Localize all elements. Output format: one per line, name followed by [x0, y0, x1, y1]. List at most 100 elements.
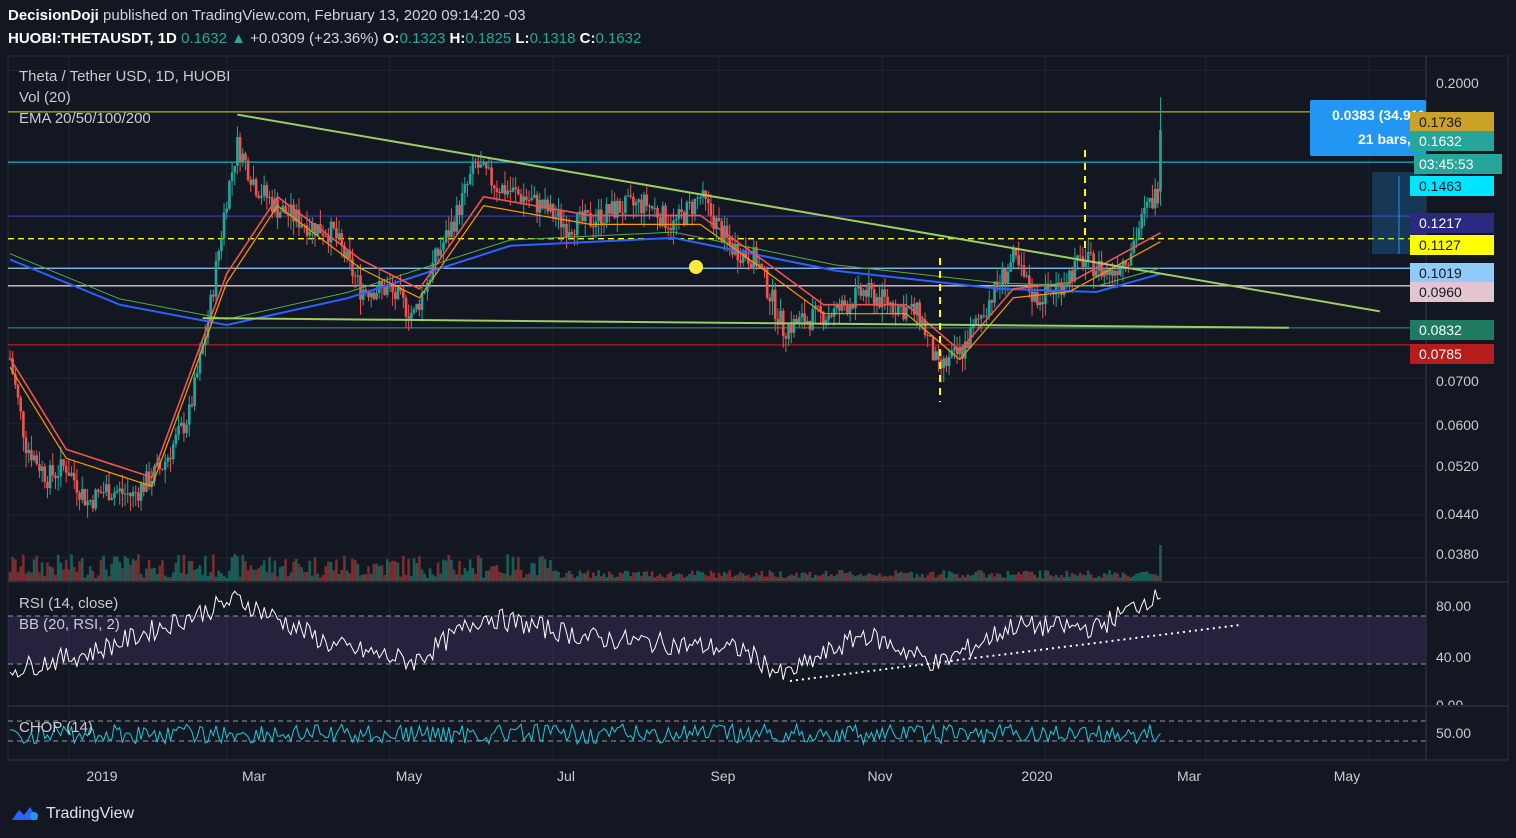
rsi-label[interactable]: RSI (14, close)	[19, 595, 119, 612]
volume-bar	[816, 575, 820, 581]
candle-body	[541, 199, 544, 209]
candle-body	[707, 198, 710, 204]
candle-body	[479, 164, 483, 168]
volume-bar	[150, 568, 154, 581]
measure-tooltip[interactable]: 0.0383 (34.91% 21 bars, 2	[1310, 100, 1426, 156]
volume-bar	[591, 572, 595, 581]
volume-bar	[1159, 545, 1162, 581]
candle-body	[811, 309, 814, 330]
candle-body	[725, 225, 729, 238]
volume-bar	[1121, 572, 1125, 581]
candle-body	[1038, 302, 1042, 306]
volume-bar	[147, 560, 151, 581]
bb-label[interactable]: BB (20, RSI, 2)	[19, 616, 120, 633]
volume-bar	[937, 575, 940, 581]
candle-body	[1135, 238, 1138, 241]
candle-body	[62, 459, 65, 467]
candle-body	[1089, 252, 1093, 254]
ema-label[interactable]: EMA 20/50/100/200	[19, 110, 151, 127]
volume-bar	[1084, 575, 1087, 581]
time-tick: May	[395, 768, 423, 784]
volume-bar	[1100, 577, 1103, 581]
candle-body	[16, 384, 20, 398]
open-label: O:	[382, 30, 400, 47]
volume-bar	[749, 577, 753, 581]
volume-bar	[43, 575, 47, 581]
volume-bar	[24, 573, 28, 581]
candle-body	[645, 194, 649, 206]
candle-body	[864, 290, 868, 297]
volume-bar	[982, 573, 986, 581]
volume-bar	[661, 576, 665, 581]
candle-body	[91, 500, 95, 509]
volume-bar	[797, 577, 801, 581]
candle-body	[313, 222, 317, 236]
volume-bar	[597, 570, 600, 581]
volume-bar	[690, 570, 694, 581]
volume-bar	[945, 577, 948, 581]
candle-body	[490, 167, 493, 186]
volume-bar	[407, 558, 410, 581]
volume-bar	[648, 576, 651, 581]
candle-body	[891, 302, 895, 313]
candle-body	[123, 493, 127, 495]
candle-body	[268, 197, 271, 199]
volume-bar	[163, 575, 167, 581]
volume-bar	[899, 571, 903, 581]
volume-bar	[570, 573, 574, 581]
candle-body	[535, 194, 539, 213]
volume-bar	[265, 571, 269, 581]
volume-bar	[610, 574, 614, 581]
candle-body	[517, 189, 520, 195]
volume-bar	[1089, 574, 1093, 581]
volume-bar	[535, 575, 539, 581]
volume-bar	[118, 561, 121, 581]
volume-bar	[450, 559, 453, 581]
candle-body	[40, 466, 44, 472]
volume-bar	[846, 572, 849, 581]
vol-label[interactable]: Vol (20)	[19, 89, 71, 106]
volume-bar	[1044, 570, 1047, 581]
candle-body	[492, 185, 496, 189]
candle-body	[953, 347, 956, 351]
chop-label[interactable]: CHOP (14)	[19, 719, 93, 736]
symbol-name[interactable]: HUOBI:THETAUSDT, 1D	[8, 30, 177, 47]
candle-body	[174, 434, 178, 445]
candle-body	[1012, 248, 1015, 263]
volume-bar	[538, 556, 542, 581]
volume-bar	[1017, 571, 1020, 581]
volume-bar	[1057, 577, 1061, 581]
volume-bar	[527, 573, 531, 581]
candle-body	[236, 137, 239, 166]
volume-bar	[1094, 577, 1098, 581]
volume-bar	[129, 564, 132, 581]
candle-body	[771, 289, 774, 302]
volume-bar	[439, 573, 443, 581]
candle-body	[1121, 260, 1125, 269]
candle-body	[43, 466, 47, 482]
volume-bar	[894, 570, 897, 581]
candle-body	[308, 231, 311, 236]
volume-bar	[915, 573, 919, 581]
volume-bar	[650, 571, 654, 581]
volume-bar	[1038, 570, 1042, 581]
candle-body	[1143, 207, 1146, 214]
low-label: L:	[515, 30, 530, 47]
candle-body	[977, 318, 980, 320]
footer-brand[interactable]: TradingView	[46, 805, 135, 822]
volume-bar	[765, 576, 769, 581]
candle-body	[452, 221, 456, 232]
volume-bar	[348, 572, 352, 581]
volume-bar	[565, 572, 568, 581]
candle-body	[942, 358, 946, 369]
chart-title[interactable]: Theta / Tether USD, 1D, HUOBI	[19, 68, 231, 85]
candle-body	[228, 181, 231, 209]
candle-body	[351, 258, 354, 276]
volume-bar	[70, 554, 73, 581]
candle-body	[527, 200, 531, 202]
candle-body	[38, 464, 41, 472]
volume-bar	[332, 570, 336, 581]
candle-body	[1001, 268, 1004, 286]
author-name[interactable]: DecisionDoji	[8, 7, 99, 24]
